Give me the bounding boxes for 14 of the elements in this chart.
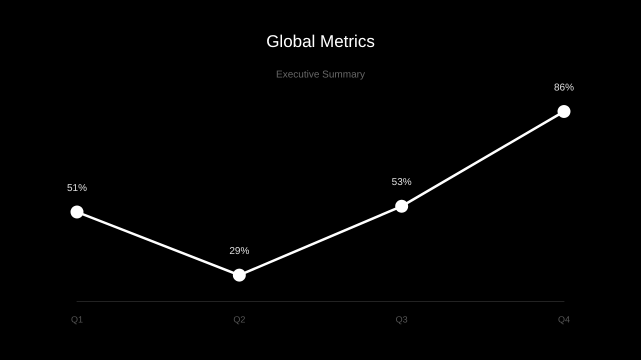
x-tick-label: Q1 (70, 314, 84, 324)
x-tick-label: Q3 (396, 314, 408, 324)
data-label: 53% (392, 177, 412, 188)
x-tick-label: Q2 (233, 314, 246, 324)
point (70, 205, 84, 218)
data-label: 51% (66, 182, 88, 194)
x-tick-label: Q4 (558, 314, 570, 324)
point (232, 268, 246, 282)
point (395, 200, 408, 213)
data-label: 29% (229, 246, 250, 258)
data-label: 86% (554, 82, 574, 94)
chart-title: Global Metrics (266, 32, 375, 51)
chart-subtitle: Executive Summary (276, 70, 365, 80)
point (558, 104, 570, 118)
